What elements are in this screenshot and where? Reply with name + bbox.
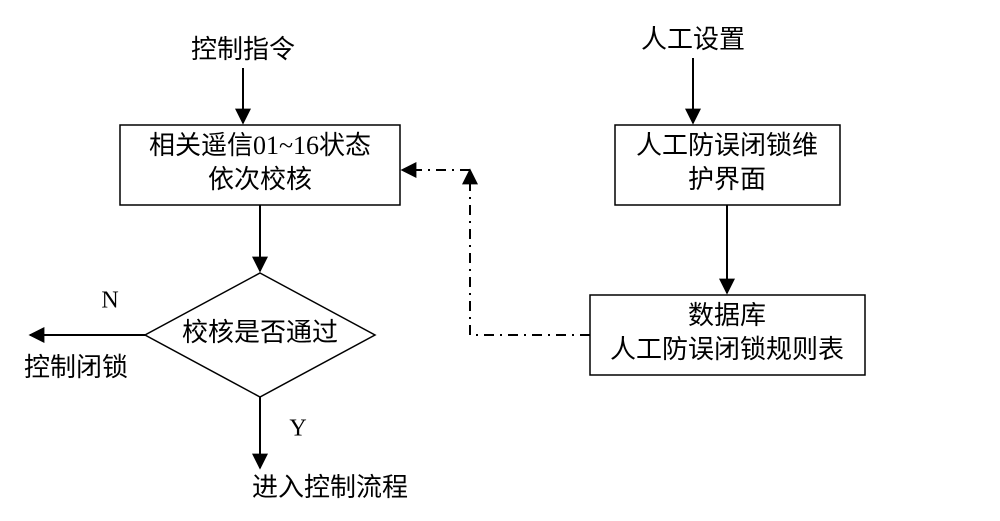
enter-ctrl-label: 进入控制流程 [252, 473, 408, 502]
y-label: Y [289, 416, 306, 442]
db-box-line1: 数据库 [688, 301, 766, 330]
db-box-line2: 人工防误闭锁规则表 [610, 335, 844, 364]
decision-label: 校核是否通过 [182, 318, 338, 347]
edge-dbbox-checkbox-dashed [470, 170, 590, 335]
maint-box-line1: 人工防误闭锁维 [636, 131, 818, 160]
n-label: N [101, 288, 118, 314]
check-box-line2: 依次校核 [208, 165, 312, 194]
maint-box-line2: 护界面 [688, 165, 766, 194]
manual-set-label: 人工设置 [641, 25, 745, 54]
ctrl-lock-label: 控制闭锁 [24, 353, 128, 382]
check-box-line1: 相关遥信01~16状态 [149, 131, 371, 160]
ctrl-cmd-label: 控制指令 [191, 35, 295, 64]
